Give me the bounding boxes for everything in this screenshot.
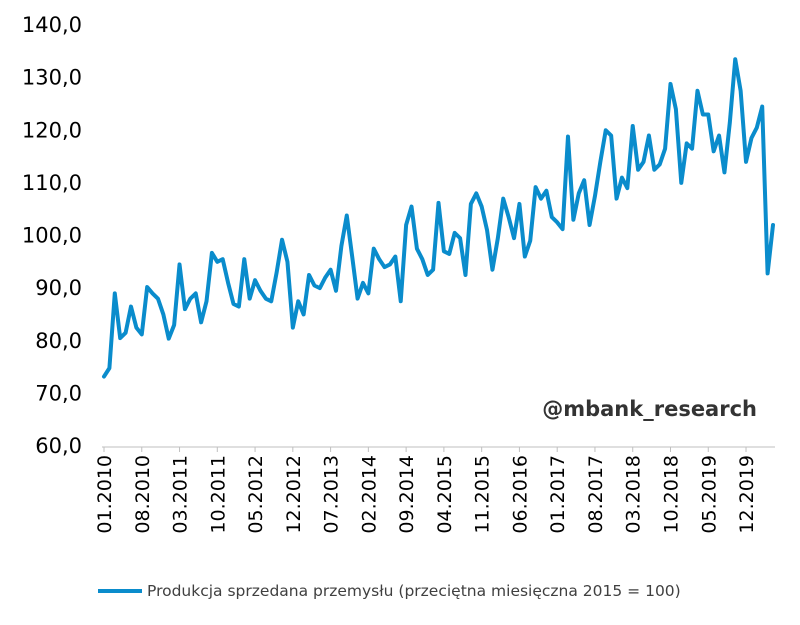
y-tick-label: 90,0 [35,276,82,300]
x-tick-label: 10.2018 [660,455,682,534]
x-tick-label: 03.2011 [170,455,192,534]
y-tick-label: 110,0 [22,171,82,195]
x-tick-label: 10.2011 [207,455,229,534]
x-tick-label: 11.2015 [472,455,494,534]
x-tick-label: 06.2016 [509,455,531,534]
y-tick-label: 140,0 [22,13,82,37]
x-tick-label: 04.2015 [434,455,456,534]
y-tick-label: 60,0 [35,434,82,458]
x-tick-label: 01.2010 [94,455,116,534]
x-tick-label: 03.2018 [623,455,645,534]
x-axis: 01.2010 08.2010 03.2011 10.2011 05.2012 12.20… [94,447,758,534]
x-tick-label: 08.2010 [132,455,154,534]
x-tick-label: 12.2012 [283,455,305,534]
x-tick-label: 12.2019 [736,455,758,534]
x-tick-label: 05.2012 [245,455,267,534]
y-tick-label: 70,0 [35,381,82,405]
y-tick-label: 130,0 [22,66,82,90]
x-tick-label: 09.2014 [396,455,418,534]
legend: Produkcja sprzedana przemysłu (przeciętn… [98,582,681,600]
y-tick-label: 120,0 [22,118,82,142]
watermark: @mbank_research [542,397,757,421]
x-tick-label: 08.2017 [585,455,607,534]
y-tick-label: 100,0 [22,224,82,248]
x-tick-label: 05.2019 [698,455,720,534]
x-tick-label: 02.2014 [358,455,380,534]
y-tick-label: 80,0 [35,329,82,353]
x-tick-label: 07.2013 [321,455,343,534]
legend-label: Produkcja sprzedana przemysłu (przeciętn… [147,582,681,600]
x-tick-label: 01.2017 [547,455,569,534]
series-line [102,57,775,379]
y-axis: 60,0 70,0 80,0 90,0 100,0 110,0 120,0 130,0 140,… [22,13,82,458]
